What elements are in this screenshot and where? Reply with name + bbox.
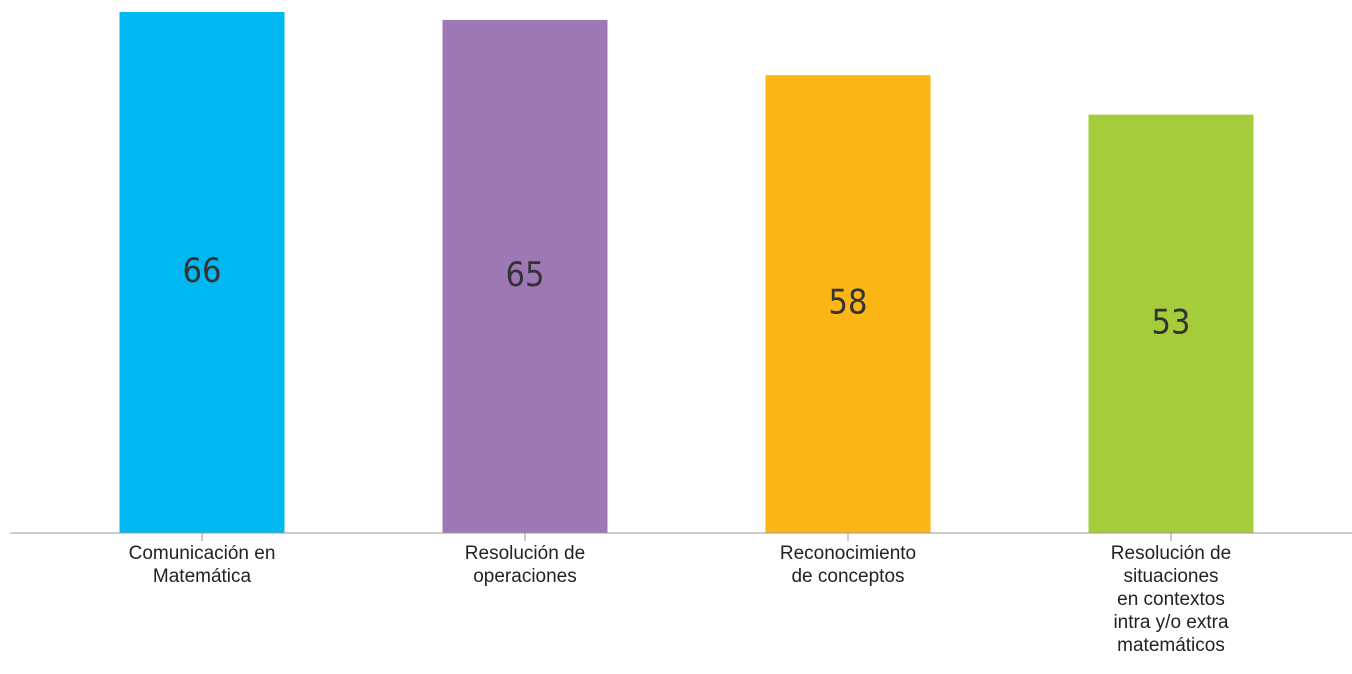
value-label: 65 — [506, 255, 545, 295]
x-tick-label: intra y/o extra — [1113, 612, 1229, 633]
value-label: 66 — [183, 251, 222, 291]
bar — [765, 75, 931, 533]
bar — [442, 19, 608, 534]
x-tick-label: en contextos — [1117, 589, 1225, 610]
x-tick-label: operaciones — [473, 566, 577, 587]
bar — [119, 12, 285, 533]
x-tick-label: Resolución de — [1111, 543, 1231, 564]
value-label: 58 — [829, 283, 868, 323]
x-tick-label: matemáticos — [1117, 635, 1225, 656]
value-label: 53 — [1152, 302, 1191, 342]
x-tick-label: Matemática — [153, 566, 252, 587]
bar — [1088, 114, 1254, 533]
x-tick-label: Comunicación en — [129, 543, 276, 564]
x-tick-label: Reconocimiento — [780, 543, 916, 564]
x-tick-label: Resolución de — [465, 543, 585, 564]
x-tick-label: situaciones — [1123, 566, 1218, 587]
x-tick-label: de conceptos — [791, 566, 904, 587]
